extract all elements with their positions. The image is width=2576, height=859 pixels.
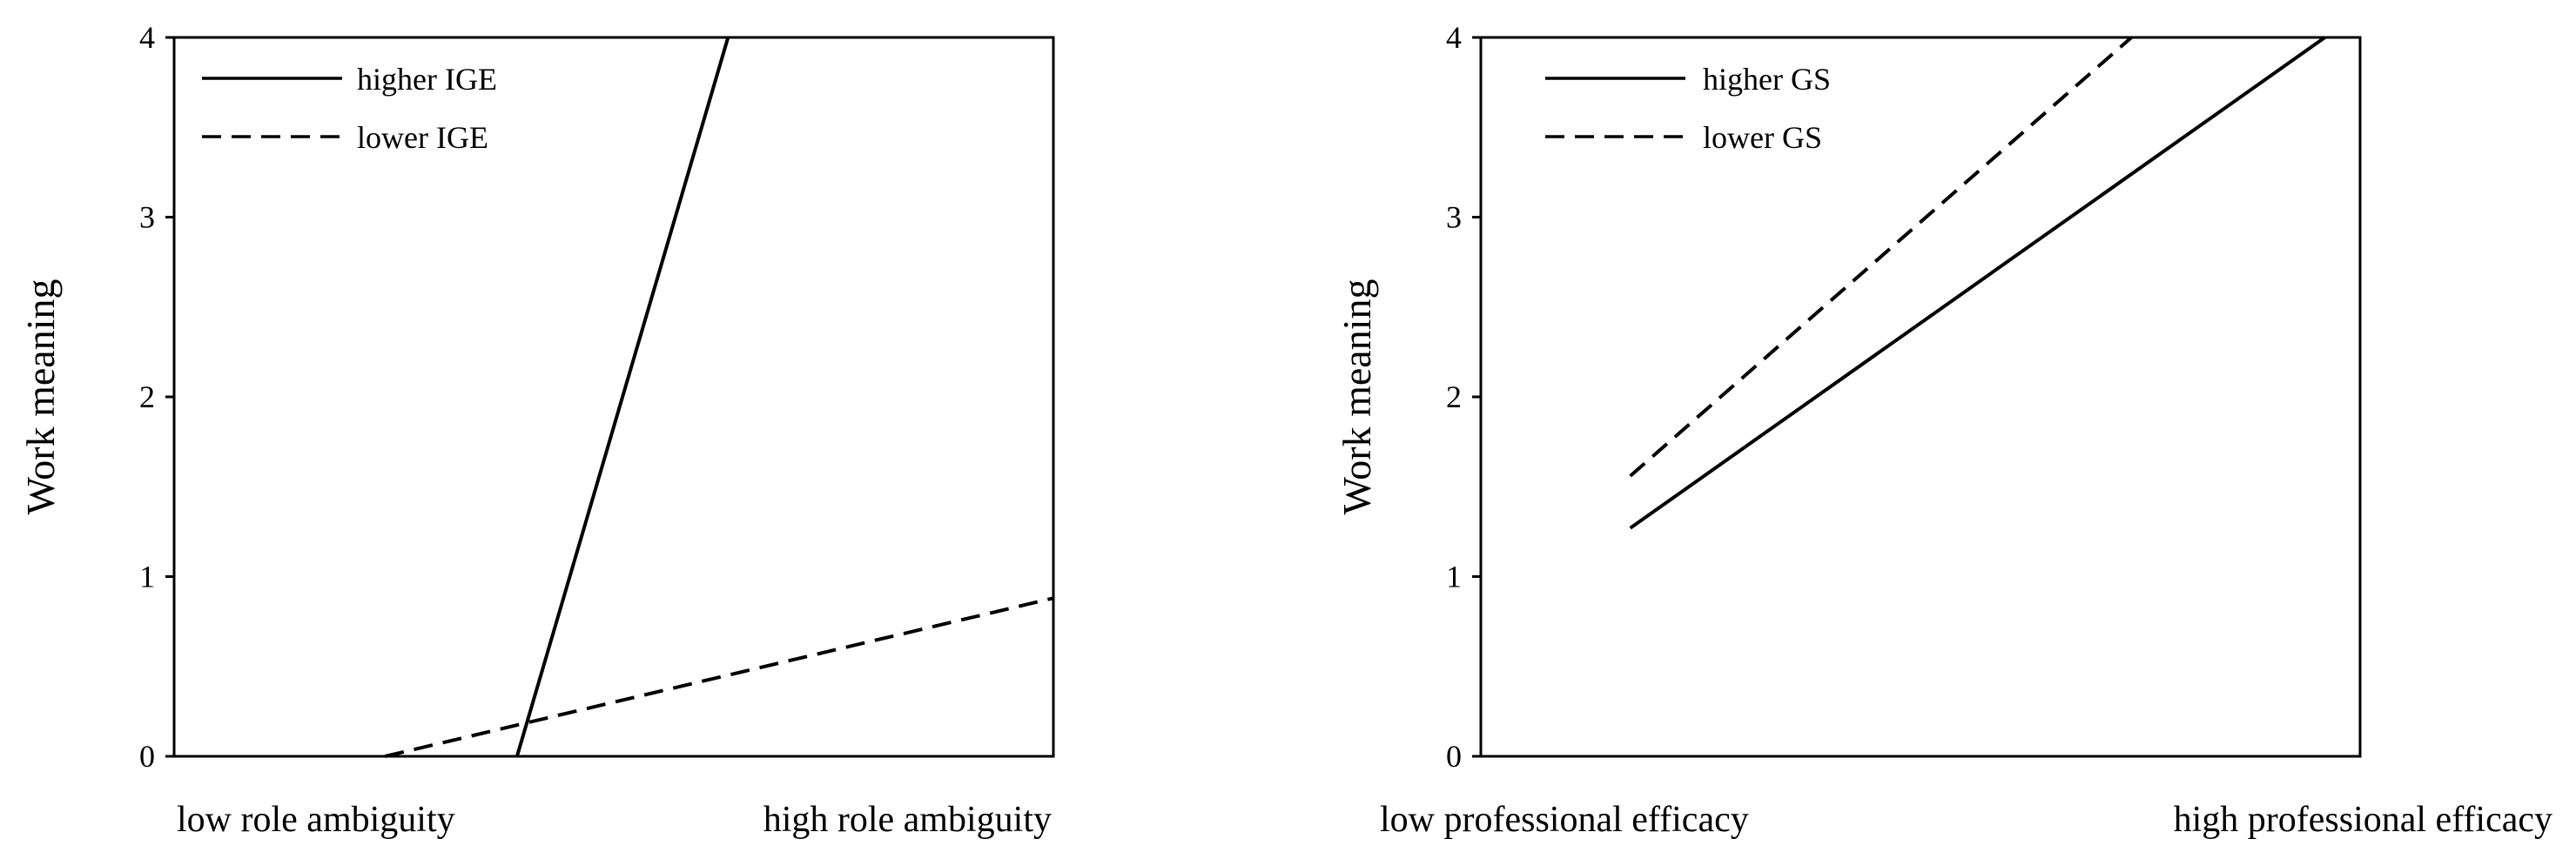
legend-label-lower: lower GS [1703, 120, 1822, 155]
x-category-label-high: high role ambiguity [763, 800, 1052, 840]
y-tick-label: 4 [1446, 20, 1462, 55]
legend-label-higher: higher GS [1703, 62, 1831, 97]
series-line-lower [384, 596, 1054, 758]
x-category-label-high: high professional efficacy [2174, 800, 2552, 840]
y-axis-ticks: 0 1 2 3 4 [1446, 20, 1481, 774]
series-lines [384, 37, 1054, 758]
series-line-lower [1629, 36, 2133, 478]
legend-label-higher: higher IGE [357, 62, 497, 97]
y-axis-label: Work meaning [18, 279, 63, 515]
series-line-higher [515, 37, 730, 757]
series-lines [1629, 36, 2326, 530]
y-tick-label: 0 [1446, 739, 1462, 774]
legend: higher IGE lower IGE [202, 62, 497, 155]
x-category-label-low: low professional efficacy [1380, 800, 1749, 840]
plot-area-frame [1479, 36, 2362, 758]
y-tick-label: 1 [1446, 560, 1462, 594]
plot-area-frame [172, 36, 1055, 758]
series-line-higher [1629, 36, 2326, 530]
role-ambiguity-chart: 0 1 2 3 4 Work meaning low role ambiguity hi… [18, 20, 1055, 840]
y-tick-label: 0 [139, 739, 155, 774]
legend-label-lower: lower IGE [357, 120, 488, 155]
legend: higher GS lower GS [1545, 62, 1831, 155]
y-axis-label: Work meaning [1335, 279, 1379, 515]
y-tick-label: 3 [139, 200, 155, 235]
y-tick-label: 3 [1446, 200, 1462, 235]
y-tick-label: 2 [1446, 379, 1462, 414]
x-category-label-low: low role ambiguity [177, 800, 455, 840]
y-tick-label: 1 [139, 560, 155, 594]
professional-efficacy-chart: 0 1 2 3 4 Work meaning low professional effi… [1335, 20, 2552, 840]
y-tick-label: 4 [139, 20, 155, 55]
y-tick-label: 2 [139, 379, 155, 414]
y-axis-ticks: 0 1 2 3 4 [139, 20, 174, 774]
